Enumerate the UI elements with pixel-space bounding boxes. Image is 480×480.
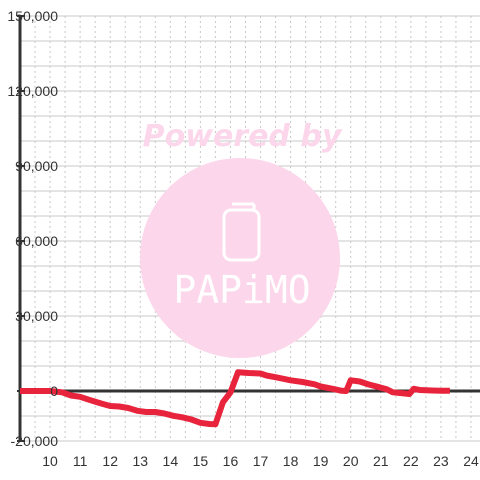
x-tick-label: 19 <box>313 453 329 469</box>
y-tick-label: 90,000 <box>15 158 58 174</box>
x-tick-label: 24 <box>463 453 479 469</box>
x-tick-label: 22 <box>403 453 419 469</box>
x-tick-label: 14 <box>163 453 179 469</box>
grid-lines <box>20 15 480 442</box>
watermark-circle <box>140 158 340 358</box>
smartphone-icon <box>222 202 261 262</box>
tick-labels: -20,000 0 30,000 60,000 90,000 120,000 150,000… <box>7 8 479 469</box>
x-tick-label: 16 <box>223 453 239 469</box>
x-tick-label: 17 <box>253 453 269 469</box>
x-tick-label: 13 <box>132 453 148 469</box>
y-tick-label: -20,000 <box>11 433 59 449</box>
watermark: Powered by PAPiMO <box>140 119 343 358</box>
y-tick-label: 60,000 <box>15 233 58 249</box>
x-tick-label: 15 <box>193 453 209 469</box>
series-layer <box>20 369 450 428</box>
x-tick-label: 21 <box>373 453 389 469</box>
x-tick-label: 11 <box>73 453 88 469</box>
x-tick-label: 12 <box>102 453 118 469</box>
y-tick-label: 120,000 <box>7 83 58 99</box>
watermark-caption: Powered by <box>143 119 343 154</box>
x-tick-label: 18 <box>283 453 299 469</box>
x-tick-label: 23 <box>433 453 449 469</box>
y-tick-label: 0 <box>50 383 58 399</box>
series-line <box>20 369 450 428</box>
x-tick-label: 20 <box>343 453 359 469</box>
y-tick-label: 150,000 <box>7 8 58 24</box>
watermark-logo: PAPiMO <box>173 268 310 312</box>
x-tick-label: 10 <box>42 453 58 469</box>
y-tick-label: 30,000 <box>15 308 58 324</box>
